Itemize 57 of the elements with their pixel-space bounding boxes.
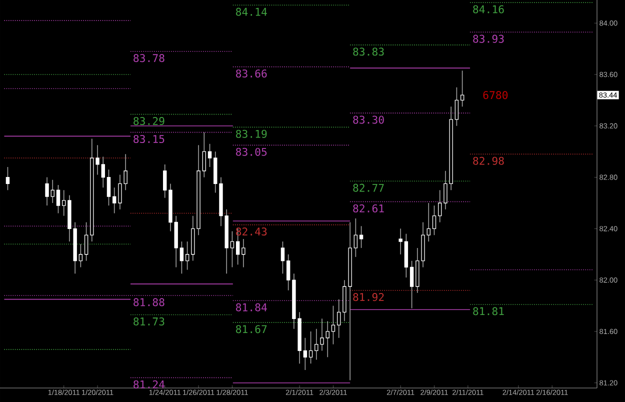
annotation: 83.93 [473,34,504,43]
candlestick [460,70,464,108]
annotation: 83.15 [134,134,164,144]
candlestick [308,331,313,364]
candlestick [326,320,330,358]
candlestick [185,241,190,270]
candlestick [242,238,246,268]
candlestick [314,328,318,360]
annotation: 81.84 [236,303,267,312]
annotation: 81.88 [134,298,164,306]
annotation: 81.24 [134,380,164,388]
candlestick [336,298,341,338]
candlestick [359,226,364,248]
candlestick [50,179,54,204]
candlestick [45,176,49,206]
candlestick [208,143,212,168]
annotation: 82.61 [353,204,384,212]
annotation: 81.67 [236,325,267,334]
annotation: 84.16 [473,5,504,14]
candlestick [56,184,60,214]
candlestick [331,305,336,345]
annotation: 83.66 [236,69,267,78]
candlestick [180,241,184,274]
candlestick [202,132,206,178]
annotation: 83.19 [236,130,267,138]
candlestick [280,241,285,274]
annotation: 83.29 [134,116,164,126]
candlestick [438,190,442,223]
annotation: 84.14 [236,8,267,16]
annotation: 81.92 [353,293,384,302]
candlestick [454,86,459,126]
candlestick [62,190,66,216]
candlestick [230,230,234,268]
candlestick [112,187,116,214]
candlestick [84,222,88,262]
candlestick [410,260,414,309]
candlestick [286,254,290,291]
annotation: 82.98 [473,156,504,165]
annotation: 81.73 [134,317,164,326]
candlestick [78,244,83,268]
annotation: 83.05 [236,148,267,156]
annotation: 81.81 [473,307,504,316]
candlestick [320,318,324,352]
candlestick [426,202,430,242]
candlestick [303,337,308,370]
candlestick [163,164,167,198]
candlestick [354,218,358,258]
candlestick [6,166,10,191]
annotation: 83.30 [353,116,384,124]
annotation: 82.77 [353,184,384,192]
annotation: 83.83 [353,48,384,56]
annotation: 83.78 [134,54,164,62]
candlestick [432,205,436,236]
candlestick [398,228,402,255]
candlestick [101,156,105,188]
candlestick [106,169,111,206]
annotation: 6780 [483,91,508,100]
